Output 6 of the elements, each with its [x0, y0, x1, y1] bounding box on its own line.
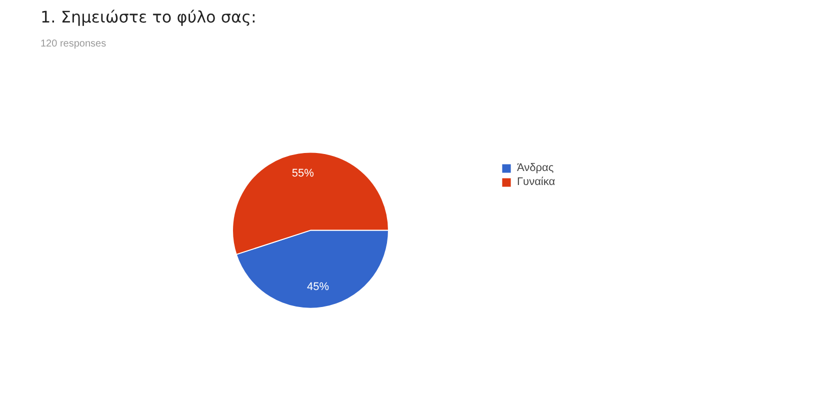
- chart-title: 1. Σημειώστε το φύλο σας:: [40, 8, 256, 26]
- text: 120 responses: [40, 38, 106, 50]
- data-label: 45%: [307, 281, 330, 294]
- legend-label: Άνδρας: [517, 162, 554, 174]
- legend-label: Γυναίκα: [517, 176, 556, 188]
- data-label: 55%: [292, 168, 314, 180]
